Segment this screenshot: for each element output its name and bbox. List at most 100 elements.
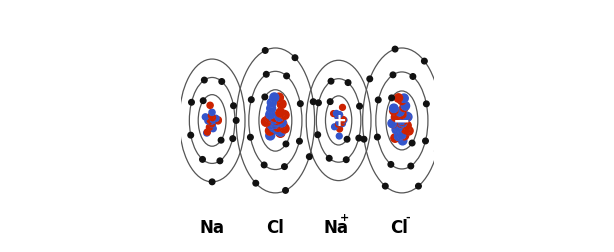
Circle shape bbox=[266, 110, 275, 120]
Circle shape bbox=[204, 118, 211, 124]
Circle shape bbox=[274, 113, 284, 122]
Circle shape bbox=[341, 117, 347, 123]
Circle shape bbox=[270, 118, 278, 127]
Circle shape bbox=[335, 114, 341, 120]
Circle shape bbox=[212, 116, 219, 122]
Text: -: - bbox=[405, 212, 410, 222]
Circle shape bbox=[335, 114, 341, 120]
Circle shape bbox=[268, 114, 278, 123]
Circle shape bbox=[402, 112, 410, 121]
Circle shape bbox=[209, 115, 216, 121]
Circle shape bbox=[391, 134, 399, 143]
Circle shape bbox=[398, 117, 406, 126]
Circle shape bbox=[298, 102, 303, 107]
Circle shape bbox=[202, 114, 209, 121]
Circle shape bbox=[401, 102, 410, 111]
Circle shape bbox=[266, 105, 276, 113]
Circle shape bbox=[188, 133, 193, 138]
Circle shape bbox=[397, 119, 406, 128]
Circle shape bbox=[341, 118, 347, 123]
Circle shape bbox=[332, 124, 338, 130]
Circle shape bbox=[217, 159, 223, 164]
Circle shape bbox=[397, 119, 406, 128]
Circle shape bbox=[340, 119, 345, 125]
Circle shape bbox=[394, 94, 403, 103]
Circle shape bbox=[336, 134, 342, 140]
Circle shape bbox=[398, 116, 406, 124]
Circle shape bbox=[397, 120, 405, 129]
Circle shape bbox=[210, 126, 216, 132]
Circle shape bbox=[201, 78, 207, 83]
Circle shape bbox=[338, 120, 344, 126]
Circle shape bbox=[422, 139, 429, 144]
Circle shape bbox=[405, 127, 413, 136]
Circle shape bbox=[340, 105, 346, 111]
Circle shape bbox=[200, 157, 205, 163]
Circle shape bbox=[269, 118, 278, 127]
Circle shape bbox=[272, 116, 281, 125]
Circle shape bbox=[292, 56, 298, 61]
Circle shape bbox=[391, 113, 400, 122]
Circle shape bbox=[267, 121, 276, 130]
Text: Na: Na bbox=[323, 218, 348, 236]
Circle shape bbox=[435, 149, 440, 154]
Circle shape bbox=[262, 118, 271, 127]
Circle shape bbox=[211, 117, 217, 124]
Circle shape bbox=[283, 142, 289, 147]
Circle shape bbox=[267, 99, 276, 108]
Circle shape bbox=[267, 99, 276, 108]
Circle shape bbox=[284, 74, 289, 79]
Circle shape bbox=[389, 107, 398, 116]
Circle shape bbox=[273, 118, 282, 127]
Circle shape bbox=[273, 126, 281, 135]
Circle shape bbox=[276, 128, 286, 137]
Circle shape bbox=[400, 95, 408, 103]
Circle shape bbox=[391, 134, 400, 143]
Circle shape bbox=[215, 118, 221, 124]
Circle shape bbox=[272, 120, 281, 129]
Circle shape bbox=[422, 59, 427, 65]
Circle shape bbox=[231, 104, 236, 109]
Circle shape bbox=[262, 95, 268, 100]
Circle shape bbox=[410, 74, 416, 80]
Circle shape bbox=[395, 108, 404, 117]
Circle shape bbox=[403, 122, 411, 130]
Circle shape bbox=[343, 157, 349, 163]
Circle shape bbox=[397, 131, 406, 140]
Circle shape bbox=[282, 188, 289, 194]
Circle shape bbox=[402, 113, 410, 121]
Circle shape bbox=[335, 122, 341, 128]
Circle shape bbox=[265, 113, 274, 123]
Circle shape bbox=[274, 93, 284, 103]
Circle shape bbox=[208, 113, 214, 119]
Circle shape bbox=[206, 124, 212, 131]
Circle shape bbox=[402, 126, 410, 134]
Circle shape bbox=[280, 124, 289, 134]
Circle shape bbox=[282, 164, 287, 170]
Circle shape bbox=[280, 111, 289, 120]
Circle shape bbox=[269, 118, 278, 127]
Circle shape bbox=[275, 113, 284, 122]
Circle shape bbox=[410, 141, 415, 146]
Circle shape bbox=[208, 113, 215, 119]
Circle shape bbox=[390, 107, 398, 115]
Circle shape bbox=[400, 104, 408, 112]
Circle shape bbox=[265, 127, 274, 136]
Circle shape bbox=[408, 164, 414, 169]
Circle shape bbox=[204, 130, 210, 137]
Circle shape bbox=[273, 123, 282, 132]
Circle shape bbox=[209, 179, 215, 185]
Circle shape bbox=[376, 98, 381, 103]
Circle shape bbox=[390, 73, 396, 78]
Circle shape bbox=[398, 111, 406, 119]
Circle shape bbox=[215, 117, 222, 123]
Circle shape bbox=[209, 110, 215, 116]
Circle shape bbox=[266, 104, 276, 114]
Circle shape bbox=[388, 162, 394, 168]
Circle shape bbox=[398, 117, 406, 126]
Circle shape bbox=[267, 120, 276, 130]
Circle shape bbox=[265, 114, 274, 122]
Circle shape bbox=[253, 181, 258, 186]
Circle shape bbox=[276, 129, 285, 138]
Circle shape bbox=[340, 105, 346, 111]
